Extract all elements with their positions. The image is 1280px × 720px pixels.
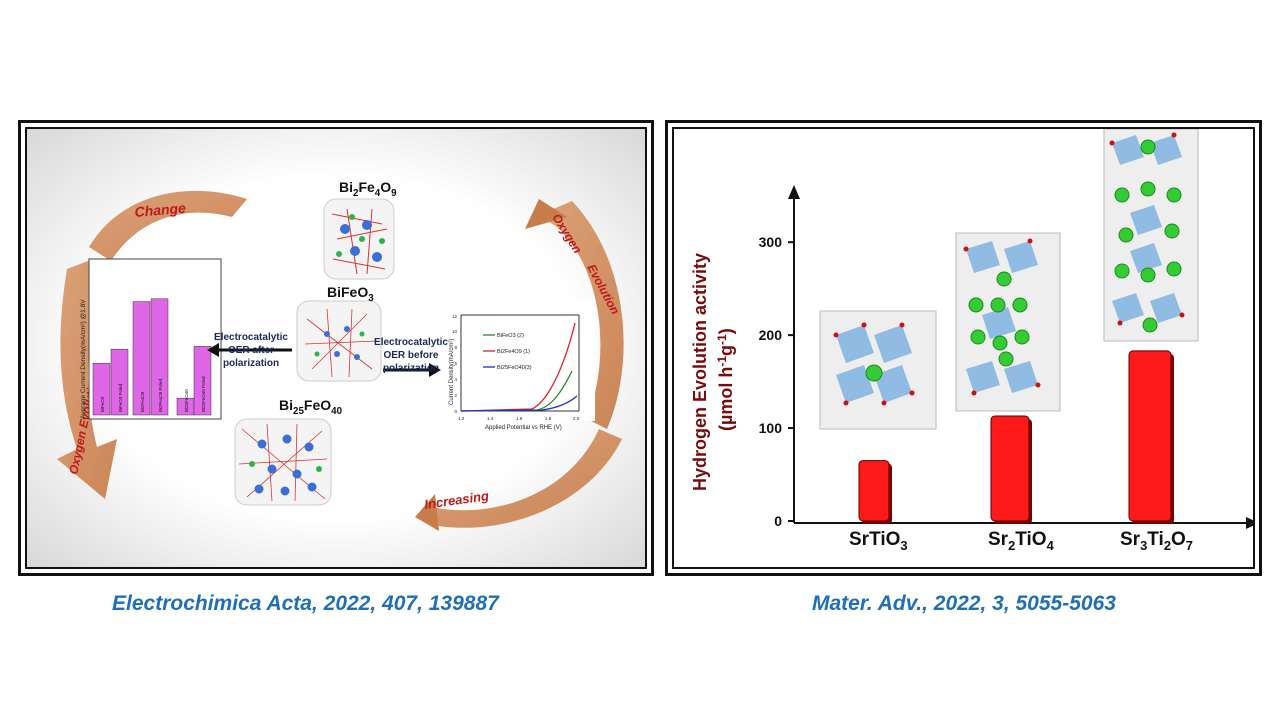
her-chart-svg: 0 100 200 300	[690, 129, 1253, 529]
inset-bar	[92, 362, 111, 416]
lsv-xtick-0: 1.2	[458, 416, 465, 421]
lsv-bi2fe4o9-curve	[460, 322, 576, 412]
increasing-arrow-head	[415, 494, 439, 531]
after-arrow-head	[207, 343, 219, 357]
oer-before-line-2: OER before	[383, 350, 439, 361]
oer-before-label: Electrocatalytic OER before polarization	[373, 336, 449, 375]
inset-bar	[132, 301, 151, 416]
her-bars	[858, 350, 1174, 524]
bi25feo40-label: Bi25FeO40	[279, 397, 343, 417]
right-figure-inner: 0 100 200 300	[672, 127, 1255, 569]
lsv-background	[445, 301, 595, 421]
inset-bar-label: Bi2Fe4O9 Poled	[158, 378, 163, 412]
change-arrow	[89, 190, 247, 261]
lsv-legend-2: Bi2Fe4O9 (1)	[497, 349, 530, 355]
lsv-ytick-2: 4	[454, 377, 457, 382]
lsv-ytick-6: 12	[452, 314, 458, 319]
lsv-xtick-4: 2.0	[573, 416, 580, 421]
oer-after-line-2: OER after	[227, 345, 275, 356]
bi2fe4o9-label: Bi2Fe4O9	[339, 179, 397, 199]
before-arrow-head	[429, 363, 441, 377]
x-axis-arrow	[1246, 517, 1253, 529]
increasing-label: Increasing	[423, 488, 490, 512]
her-bar-sr2tio4	[990, 415, 1030, 522]
lsv-ytick-3: 6	[454, 361, 457, 366]
inset-bar-label: Bi2Fe4O9	[140, 391, 145, 412]
oer-after-line-3: polarization	[222, 358, 280, 369]
change-label: Change	[134, 200, 187, 220]
oer-before-line-3: polarization	[382, 363, 440, 374]
lsv-ytick-1: 2	[454, 393, 457, 398]
y-axis-arrow	[788, 185, 800, 199]
x-label-sr3ti2o7: Sr3Ti2O7	[1120, 529, 1193, 553]
her-bar-srtio3	[858, 460, 890, 522]
lsv-xlabel: Applied Potential vs RHE (V)	[485, 425, 562, 431]
y-tick-label: 200	[759, 327, 783, 343]
cycle-arrows-svg: Change Oxygen Evolution Oxygen Evolution…	[57, 190, 624, 531]
x-label-srtio3: SrTiO3	[849, 529, 908, 553]
left-figure-panel: Change Oxygen Evolution Oxygen Evolution…	[18, 120, 654, 576]
oer-before-line-1: Electrocatalytic	[374, 337, 448, 348]
inset-bar	[193, 346, 212, 416]
y-tick-label: 100	[759, 420, 783, 436]
her-ylabel-line1: Hydrogen Evolution activity	[690, 253, 710, 491]
inset-bar	[110, 348, 129, 416]
lsv-ytick-5: 10	[452, 329, 458, 334]
lsv-legend-1: BiFeO3 (2)	[497, 333, 524, 339]
inset-bar-label: BiFeO3	[100, 396, 105, 412]
her-ylabel-line2: (µmol h-1g-1)	[715, 328, 736, 431]
y-tick-label: 300	[759, 234, 783, 250]
bi2fe4o9-structure-image	[323, 198, 395, 280]
bar-inset-bars: BiFeO3 BiFeO3 Poled Bi2Fe4O9 Bi2Fe4O9 Poled…	[92, 298, 212, 416]
oxygen-arrow-head	[525, 199, 567, 229]
bar-inset: BiFeO3 BiFeO3 Poled Bi2Fe4O9 Bi2Fe4O9 Poled…	[80, 258, 222, 420]
left-citation-caption: Electrochimica Acta, 2022, 407, 139887	[112, 592, 499, 615]
sr3ti2o7-structure-image	[1103, 129, 1199, 342]
inset-bar	[150, 298, 169, 416]
srtio3-structure-image	[819, 310, 937, 430]
oer-after-line-1: Electrocatalytic	[214, 332, 288, 343]
inset-bar-label: Bi25FeO40 Poled	[201, 376, 206, 412]
oer-after-label: Electrocatalytic OER after polarization	[211, 331, 291, 370]
y-tick-label: 0	[774, 513, 782, 529]
lsv-ytick-4: 8	[454, 345, 457, 350]
lsv-xtick-3: 1.8	[545, 416, 552, 421]
bifeo3-label: BiFeO3	[327, 284, 374, 304]
lsv-inset: BiFeO3 (2) Bi2Fe4O9 (1) Bi25FeO40(3) App…	[445, 301, 595, 431]
y-axis-ticks: 0 100 200 300	[759, 234, 794, 529]
x-label-sr2tio4: Sr2TiO4	[988, 529, 1054, 553]
lsv-bi25feo40-curve	[460, 395, 578, 412]
bi25feo40-structure-image	[234, 418, 332, 506]
oxygen-evolution-left-arrow	[57, 259, 117, 499]
lsv-xtick-2: 1.6	[516, 416, 523, 421]
lsv-ylabel: Current Density(mA/cm²)	[449, 339, 455, 405]
right-citation-caption: Mater. Adv., 2022, 3, 5055-5063	[812, 592, 1116, 615]
inset-bar-label: Bi25FeO40	[184, 389, 189, 412]
bifeo3-structure-image	[296, 300, 382, 382]
sr2tio4-structure-image	[955, 232, 1061, 412]
right-figure-panel: 0 100 200 300	[665, 120, 1262, 576]
her-bar-sr3ti2o7	[1128, 350, 1172, 522]
lsv-xtick-1: 1.4	[487, 416, 494, 421]
oxygen-evolution-right-arrow	[539, 201, 624, 429]
inset-bar-label: BiFeO3 Poled	[118, 383, 123, 412]
left-figure-inner: Change Oxygen Evolution Oxygen Evolution…	[25, 127, 647, 569]
increasing-arrow	[427, 429, 622, 528]
lsv-ytick-0: 0	[454, 409, 457, 414]
lsv-legend-3: Bi25FeO40(3)	[497, 365, 532, 371]
bar-inset-ylabel: Average Current Density(mA/cm²) @1.8V	[80, 299, 87, 419]
